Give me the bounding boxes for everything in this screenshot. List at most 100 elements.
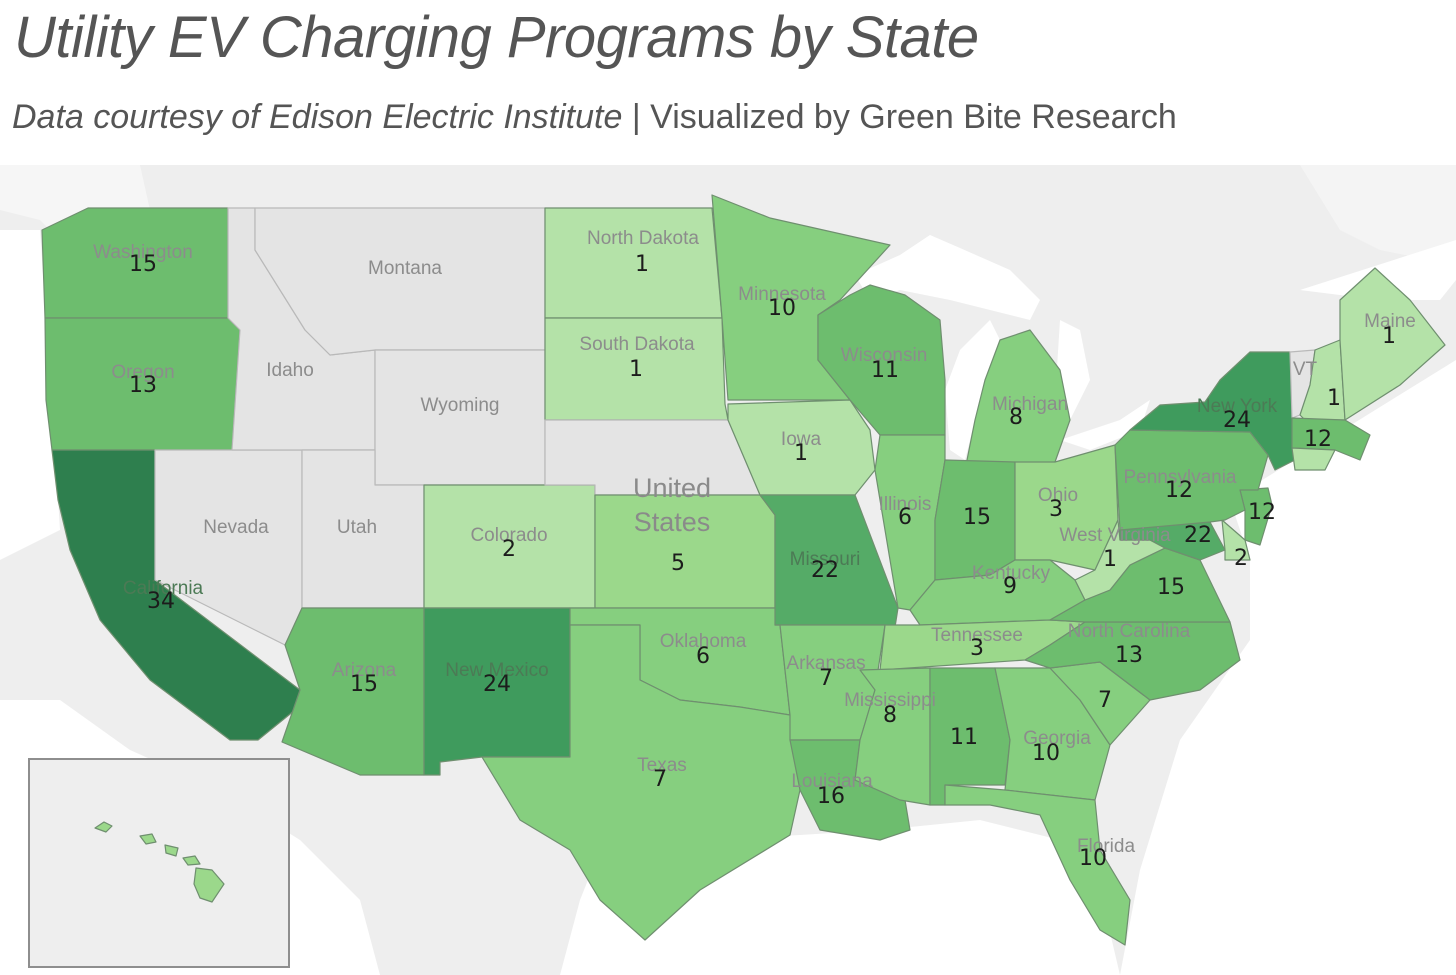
state-value-north-carolina: 13 — [1115, 643, 1143, 668]
hawaii-island-2[interactable] — [139, 833, 157, 845]
state-value-maine: 1 — [1382, 324, 1396, 349]
chart-subtitle: Data courtesy of Edison Electric Institu… — [12, 98, 1177, 137]
chart-title: Utility EV Charging Programs by State — [14, 5, 979, 70]
state-name-minnesota: Minnesota — [738, 284, 826, 305]
state-value-virginia: 15 — [1157, 575, 1185, 600]
state-name-missouri: Missouri — [790, 549, 861, 570]
state-name-west-virginia: West Virginia — [1059, 525, 1171, 546]
state-name-iowa: Iowa — [781, 429, 822, 450]
state-name-tennessee: Tennessee — [931, 625, 1023, 646]
state-south-dakota[interactable] — [544, 317, 729, 421]
country-label-line2: States — [634, 507, 711, 537]
state-name-arizona: Arizona — [332, 660, 397, 681]
state-value-indiana: 15 — [963, 505, 991, 530]
state-value-massachusetts: 12 — [1304, 427, 1332, 452]
state-connecticut[interactable] — [1291, 447, 1336, 471]
state-value-missouri: 22 — [811, 558, 839, 583]
subtitle-separator: | — [622, 98, 651, 136]
lake-superior — [855, 235, 1040, 320]
state-name-north-dakota: North Dakota — [587, 228, 699, 249]
state-name-montana: Montana — [368, 258, 442, 279]
state-value-texas: 7 — [653, 767, 667, 792]
state-name-pennsylvania: Pennsylvania — [1123, 467, 1236, 488]
hawaii-islands — [94, 821, 225, 903]
state-value-illinois: 6 — [898, 505, 912, 530]
map-container[interactable]: Washington 15 Oregon 13 California 34 Nevada Id… — [0, 165, 1456, 975]
hawaii-inset-frame — [28, 758, 290, 968]
state-name-ohio: Ohio — [1038, 485, 1078, 506]
state-value-ohio: 3 — [1049, 497, 1063, 522]
state-name-georgia: Georgia — [1023, 728, 1091, 749]
state-north-carolina[interactable] — [1024, 621, 1241, 701]
state-value-california: 34 — [147, 589, 175, 614]
state-name-south-dakota: South Dakota — [579, 334, 695, 355]
hawaii-island-3[interactable] — [164, 844, 179, 857]
state-value-arizona: 15 — [350, 672, 378, 697]
state-value-iowa: 1 — [794, 441, 808, 466]
state-name-colorado: Colorado — [470, 525, 547, 546]
state-maryland[interactable] — [1119, 521, 1226, 561]
state-delaware[interactable] — [1221, 519, 1251, 561]
state-value-new-jersey: 12 — [1248, 500, 1276, 525]
state-wisconsin[interactable] — [817, 284, 946, 436]
state-texas[interactable] — [481, 624, 801, 941]
state-name-louisiana: Louisiana — [791, 771, 873, 792]
state-name-idaho: Idaho — [266, 360, 314, 381]
hawaii-island-1[interactable] — [94, 821, 113, 833]
state-name-illinois: Illinois — [879, 494, 932, 515]
state-name-oklahoma: Oklahoma — [660, 631, 747, 652]
state-name-maine: Maine — [1364, 311, 1416, 332]
state-name-north-carolina: North Carolina — [1068, 621, 1191, 642]
us-state-map[interactable]: Washington15Oregon13California34NevadaId… — [0, 165, 1456, 975]
state-value-oklahoma: 6 — [696, 644, 710, 669]
state-value-new-mexico: 24 — [483, 672, 511, 697]
state-value-west-virginia: 1 — [1103, 547, 1117, 572]
state-value-mississippi: 8 — [883, 703, 897, 728]
state-name-vermont: VT — [1293, 359, 1318, 380]
state-value-new-hampshire: 1 — [1327, 386, 1341, 411]
state-value-wisconsin: 11 — [871, 358, 899, 383]
state-name-new-mexico: New Mexico — [445, 660, 548, 681]
country-label-line1: United — [633, 473, 711, 503]
state-name-kentucky: Kentucky — [972, 563, 1051, 584]
lake-michigan — [945, 320, 1000, 460]
state-name-new-york: New York — [1197, 396, 1278, 417]
hawaii-island-4[interactable] — [182, 855, 201, 866]
state-value-kentucky: 9 — [1003, 574, 1017, 599]
canada-east-landmass — [1300, 165, 1456, 260]
state-value-north-dakota: 1 — [635, 252, 649, 277]
state-name-michigan: Michigan — [992, 394, 1068, 415]
state-wyoming[interactable] — [374, 349, 546, 486]
state-north-dakota[interactable] — [544, 207, 723, 319]
state-value-washington: 15 — [129, 252, 157, 277]
state-iowa[interactable] — [727, 399, 876, 496]
state-value-colorado: 2 — [502, 537, 516, 562]
state-value-minnesota: 10 — [768, 296, 796, 321]
state-value-kansas: 5 — [671, 551, 685, 576]
state-michigan[interactable] — [964, 329, 1071, 471]
state-value-louisiana: 16 — [817, 784, 845, 809]
atlantic-ocean — [1120, 360, 1456, 975]
state-value-florida: 10 — [1079, 846, 1107, 871]
state-value-new-york: 24 — [1223, 408, 1251, 433]
state-name-california: California — [123, 578, 204, 599]
data-source: Data courtesy of Edison Electric Institu… — [12, 98, 623, 136]
state-labels: Washington15Oregon13California34NevadaId… — [93, 228, 1416, 873]
state-name-mississippi: Mississippi — [844, 690, 936, 711]
hawaii-inset — [28, 758, 290, 968]
state-value-tennessee: 3 — [970, 636, 984, 661]
state-name-nevada: Nevada — [203, 517, 269, 538]
state-value-michigan: 8 — [1009, 405, 1023, 430]
state-value-south-dakota: 1 — [629, 357, 643, 382]
hawaii-island-5[interactable] — [193, 867, 225, 903]
state-name-texas: Texas — [637, 755, 687, 776]
state-value-south-carolina: 7 — [1098, 688, 1112, 713]
state-maine[interactable] — [1339, 267, 1446, 421]
state-name-arkansas: Arkansas — [786, 653, 865, 674]
state-value-pennsylvania: 12 — [1165, 478, 1193, 503]
state-value-oregon: 13 — [129, 373, 157, 398]
visualization-credit: Visualized by Green Bite Research — [650, 98, 1177, 136]
state-value-arkansas: 7 — [819, 666, 833, 691]
state-florida[interactable] — [944, 784, 1131, 946]
state-name-oregon: Oregon — [111, 362, 174, 383]
